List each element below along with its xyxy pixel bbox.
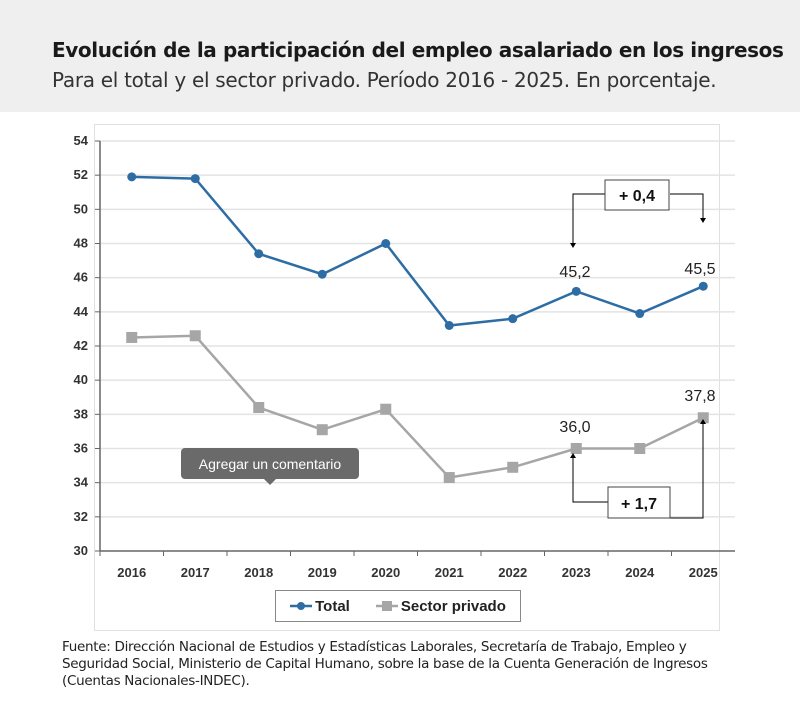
point-privado-2018 — [253, 402, 265, 413]
y-tick-label: 30 — [74, 543, 88, 558]
label-privado-2023: 36,0 — [559, 419, 590, 436]
x-tick-label: 2019 — [308, 565, 337, 580]
point-total-2020 — [381, 239, 391, 248]
chart-frame — [94, 124, 720, 631]
x-tick-label: 2022 — [498, 565, 527, 580]
x-tick-label: 2024 — [625, 565, 655, 580]
y-tick-label: 52 — [74, 167, 88, 182]
total-change-label: + 0,4 — [619, 188, 655, 205]
source-note: Fuente: Dirección Nacional de Estudios y… — [62, 639, 708, 689]
label-privado-2025: 37,8 — [684, 388, 715, 405]
y-tick-label: 36 — [74, 441, 88, 456]
chart-subtitle: Para el total y el sector privado. Perío… — [52, 68, 717, 92]
legend-privado-label: Sector privado — [400, 597, 506, 615]
x-tick-label: 2020 — [371, 565, 400, 580]
label-total-2023: 45,2 — [559, 264, 590, 281]
chart-title: Evolución de la participación del empleo… — [52, 38, 784, 62]
x-tick-label: 2021 — [435, 565, 464, 580]
legend-circle-marker-icon — [290, 602, 313, 610]
series-line-total — [131, 175, 704, 327]
point-total-2022 — [508, 314, 518, 324]
privado-change-label: + 1,7 — [621, 496, 657, 513]
point-privado-2021 — [443, 472, 455, 484]
legend-total: Total — [290, 598, 350, 615]
y-tick-label: 42 — [74, 338, 88, 353]
y-tick-label: 32 — [74, 509, 88, 524]
point-total-2025 — [698, 281, 708, 291]
point-total-2016 — [127, 172, 137, 182]
point-total-2017 — [190, 174, 200, 184]
point-privado-2023 — [570, 443, 582, 454]
add-comment-tooltip[interactable]: Agregar un comentario — [181, 448, 359, 485]
x-tick-label: 2018 — [244, 565, 273, 580]
y-tick-label: 48 — [74, 236, 88, 251]
x-tick-label: 2023 — [562, 565, 591, 580]
point-total-2018 — [254, 249, 264, 259]
point-privado-2020 — [380, 403, 392, 415]
legend: Total Sector privado — [275, 590, 521, 622]
y-tick-label: 38 — [74, 406, 88, 421]
y-tick-label: 44 — [74, 304, 89, 319]
annotation-privado-change: + 1,7 — [570, 419, 706, 519]
x-tick-label: 2016 — [117, 565, 146, 580]
point-total-2024 — [635, 309, 645, 319]
y-tick-label: 40 — [74, 372, 88, 387]
legend-square-marker-icon — [375, 601, 398, 611]
series-line-privado — [131, 334, 704, 479]
x-tick-label: 2017 — [181, 565, 210, 580]
point-total-2021 — [444, 321, 454, 330]
header: Evolución de la participación del empleo… — [0, 0, 800, 112]
y-tick-label: 46 — [74, 270, 88, 285]
point-privado-2017 — [189, 330, 201, 342]
point-total-2023 — [571, 286, 581, 296]
point-total-2019 — [317, 269, 327, 279]
x-tick-label: 2025 — [689, 565, 718, 580]
point-privado-2022 — [507, 461, 519, 473]
y-tick-label: 50 — [74, 201, 88, 216]
annotation-total-change: + 0,4 — [570, 179, 706, 248]
y-tick-label: 34 — [74, 475, 89, 490]
legend-privado: Sector privado — [375, 597, 506, 615]
y-tick-label: 54 — [74, 133, 89, 148]
point-privado-2016 — [126, 331, 138, 343]
point-privado-2025 — [697, 412, 709, 424]
point-privado-2019 — [316, 424, 328, 436]
legend-total-label: Total — [315, 597, 350, 615]
label-total-2025: 45,5 — [684, 261, 715, 278]
point-privado-2024 — [634, 443, 646, 454]
